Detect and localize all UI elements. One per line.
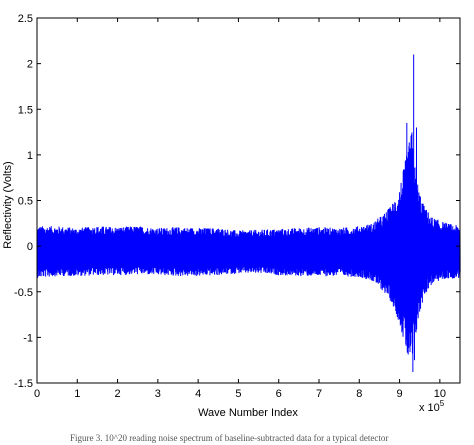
y-tick-label: -1.5 <box>14 378 33 390</box>
y-tick-label: 0 <box>27 241 33 253</box>
x-exponent-label: x 105 <box>419 399 445 414</box>
x-tick-label: 10 <box>434 388 446 400</box>
x-tick-label: 9 <box>397 388 403 400</box>
x-tick-label: 3 <box>155 388 161 400</box>
x-tick-label: 1 <box>74 388 80 400</box>
x-tick-label: 4 <box>195 388 201 400</box>
axes: 0 1 2 3 4 5 6 7 8 9 10 -1.5 -1 -0.5 0 0.5 1 1.5 2 2.5 <box>14 13 461 400</box>
y-tick-label: -0.5 <box>14 287 33 299</box>
y-tick-label: 0.5 <box>18 196 33 208</box>
plot-area <box>36 54 461 373</box>
x-tick-label: 8 <box>356 388 362 400</box>
x-tick-label: 5 <box>235 388 241 400</box>
y-tick-label: 2 <box>27 59 33 71</box>
y-tick-label: -1 <box>23 332 33 344</box>
y-tick-label: 2.5 <box>18 13 33 25</box>
series-0-band <box>37 163 460 334</box>
y-tick-label: 1.5 <box>18 104 33 116</box>
axes-frame <box>36 17 461 384</box>
x-axis-label: Wave Number Index <box>198 407 298 419</box>
x-tick-label: 2 <box>115 388 121 400</box>
x-tick-label: 0 <box>34 388 40 400</box>
y-tick-label: 1 <box>27 150 33 162</box>
figure-caption: Figure 3. 10^20 reading noise spectrum o… <box>70 433 389 443</box>
x-tick-label: 7 <box>316 388 322 400</box>
y-axis-label: Reflectivity (Volts) <box>2 161 14 248</box>
x-tick-label: 6 <box>276 388 282 400</box>
